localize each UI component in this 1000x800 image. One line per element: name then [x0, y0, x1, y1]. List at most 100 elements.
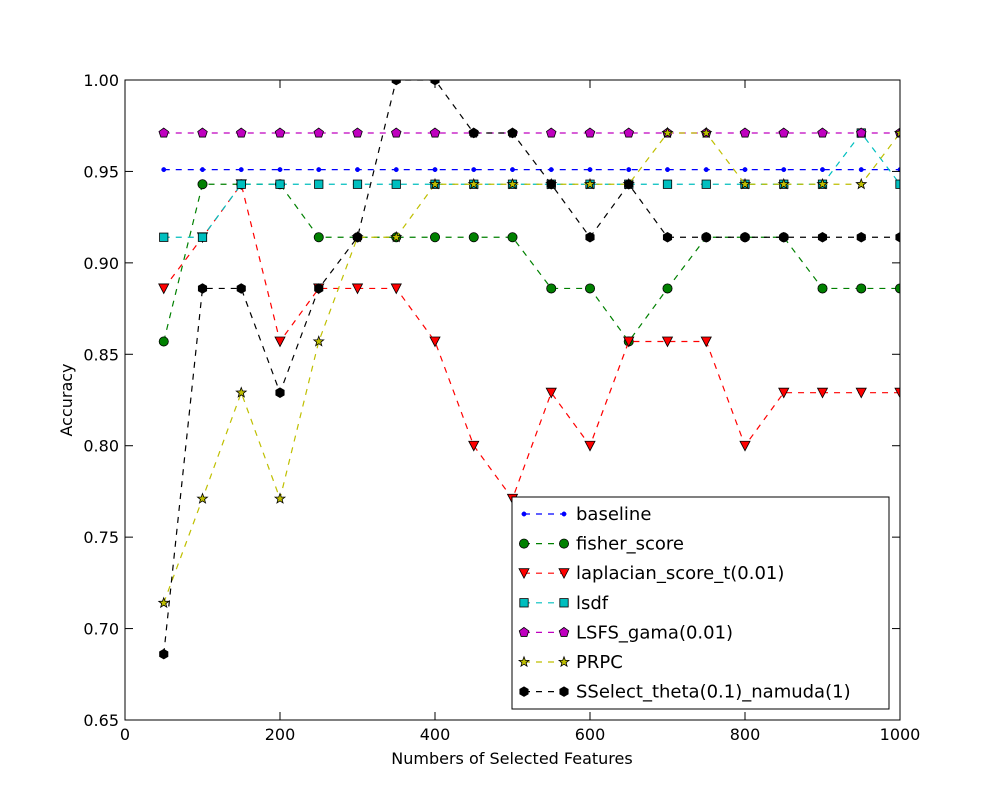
data-point: [507, 127, 518, 139]
y-tick-label: 1.00: [83, 71, 119, 90]
data-point: [893, 126, 900, 139]
legend-marker: [559, 598, 569, 608]
data-point: [274, 336, 286, 348]
legend-item: SSelect_theta(0.1)_namuda(1): [519, 682, 851, 703]
data-point: [467, 177, 480, 190]
data-point: [624, 178, 634, 190]
data-point: [626, 167, 632, 173]
plot-frame: [124, 79, 901, 721]
data-point: [623, 336, 635, 348]
y-tick-label: 0.75: [83, 528, 119, 547]
data-point: [275, 179, 285, 189]
data-point: [781, 167, 787, 173]
series-line: [163, 182, 900, 501]
data-point: [432, 167, 438, 173]
y-axis-label: Accuracy: [57, 363, 76, 436]
data-point: [665, 167, 670, 173]
data-point: [779, 231, 789, 243]
legend-item: PRPC: [517, 652, 623, 673]
data-point: [157, 596, 170, 609]
data-point: [661, 336, 674, 348]
data-point: [587, 167, 593, 173]
series-5: [157, 126, 900, 609]
data-point: [197, 127, 208, 138]
data-point: [313, 127, 324, 138]
data-point: [238, 167, 244, 173]
data-point: [235, 386, 248, 398]
legend-marker: [519, 686, 529, 697]
data-point: [510, 167, 515, 173]
data-point: [548, 167, 554, 173]
data-point: [390, 230, 403, 243]
x-tick-label: 200: [265, 725, 296, 744]
data-point: [583, 177, 597, 190]
data-point: [352, 231, 363, 243]
data-point: [197, 179, 208, 190]
data-point: [273, 492, 287, 504]
data-point: [816, 387, 829, 399]
data-point: [584, 127, 596, 138]
data-point: [546, 178, 556, 190]
data-point: [855, 387, 867, 399]
data-point: [662, 231, 673, 243]
data-point: [391, 179, 401, 189]
y-tick-label: 0.90: [83, 254, 119, 273]
data-point: [314, 283, 324, 294]
data-point: [355, 167, 360, 173]
data-point: [158, 336, 169, 347]
data-point: [391, 80, 401, 86]
data-point: [895, 231, 900, 243]
y-tick-label: 0.80: [83, 437, 119, 456]
data-point: [662, 283, 673, 294]
data-point: [546, 127, 557, 138]
legend-marker: [521, 511, 527, 517]
legend-marker: [518, 568, 530, 580]
legend-marker: [517, 655, 531, 668]
x-tick-label: 800: [730, 725, 761, 744]
data-point: [856, 231, 866, 243]
data-point: [468, 440, 480, 452]
data-point: [429, 232, 440, 243]
data-point: [817, 283, 828, 294]
series-layer: [157, 80, 900, 660]
data-point: [700, 336, 712, 348]
legend-marker: [557, 655, 571, 668]
data-point: [393, 167, 399, 173]
data-point: [275, 387, 285, 398]
series-0: [161, 167, 900, 173]
data-point: [312, 335, 325, 347]
legend-item: lsdf: [519, 593, 609, 614]
data-point: [546, 283, 557, 294]
x-axis-label: Numbers of Selected Features: [391, 749, 632, 768]
data-point: [158, 127, 169, 138]
data-point: [428, 177, 442, 190]
legend-label: fisher_score: [576, 534, 684, 555]
y-tick-label: 0.95: [83, 162, 119, 181]
data-point: [352, 127, 363, 138]
data-point: [777, 177, 790, 190]
x-axis: 0 200 400 600 800 1000: [120, 80, 920, 744]
data-point: [236, 179, 246, 189]
legend-marker: [519, 538, 530, 549]
data-point: [159, 232, 169, 242]
y-axis: 0.65 0.70 0.75 0.80 0.85 0.90 0.95 1.00: [83, 71, 900, 730]
data-point: [661, 126, 674, 139]
data-point: [352, 179, 363, 189]
legend-label: LSFS_gama(0.01): [576, 622, 733, 643]
y-tick-label: 0.70: [83, 620, 119, 639]
data-point: [471, 167, 477, 173]
data-point: [277, 167, 283, 173]
legend-marker: [558, 626, 570, 637]
series-line: [163, 80, 900, 655]
data-point: [236, 127, 247, 138]
data-point: [507, 232, 518, 243]
y-tick-label: 0.65: [83, 711, 119, 730]
legend-marker: [559, 686, 569, 697]
data-point: [740, 231, 750, 243]
data-point: [778, 127, 789, 138]
data-point: [738, 177, 752, 190]
series-6: [159, 80, 900, 660]
data-point: [429, 336, 441, 348]
data-point: [585, 283, 596, 294]
